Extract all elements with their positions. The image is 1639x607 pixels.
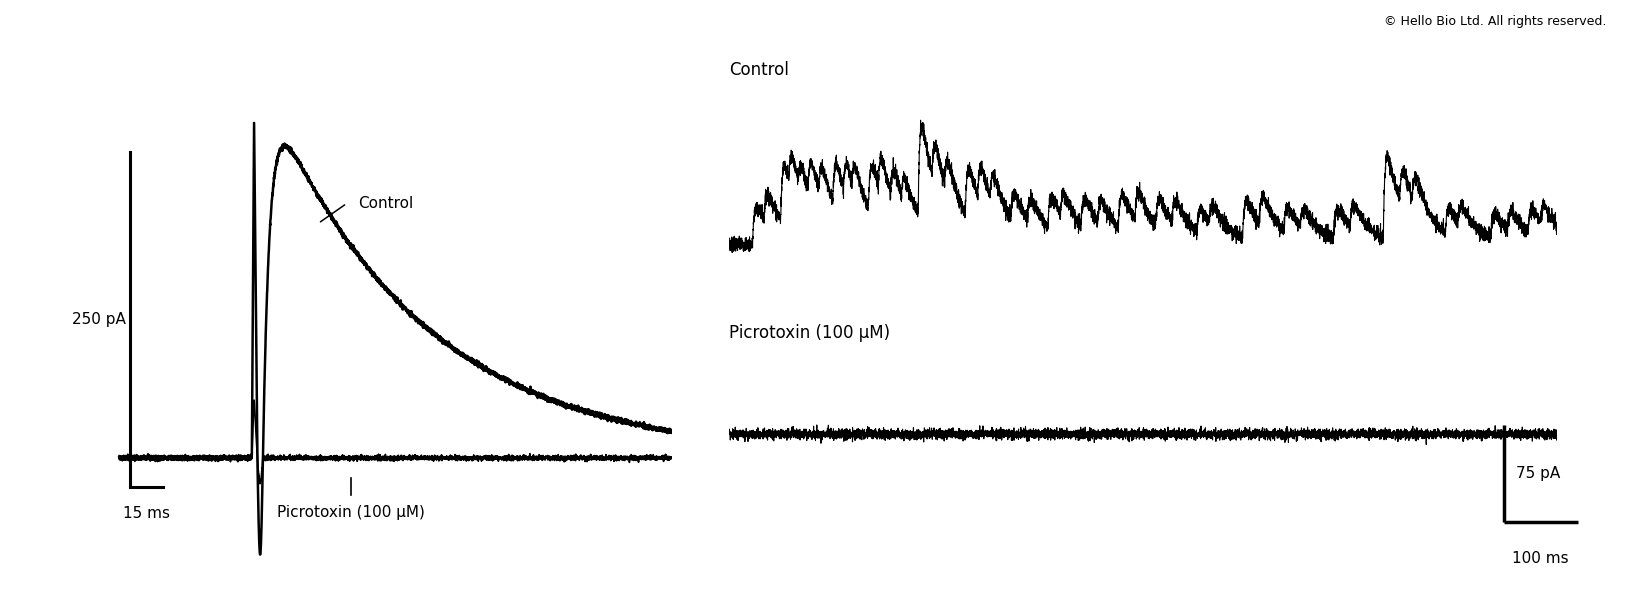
Text: 15 ms: 15 ms <box>123 506 170 521</box>
Text: Control: Control <box>729 61 790 79</box>
Text: © Hello Bio Ltd. All rights reserved.: © Hello Bio Ltd. All rights reserved. <box>1383 15 1606 28</box>
Text: 75 pA: 75 pA <box>1516 466 1560 481</box>
Text: 100 ms: 100 ms <box>1513 551 1569 566</box>
Text: Control: Control <box>357 196 413 211</box>
Text: Picrotoxin (100 μM): Picrotoxin (100 μM) <box>729 324 890 342</box>
Text: 250 pA: 250 pA <box>72 313 126 327</box>
Text: Picrotoxin (100 μM): Picrotoxin (100 μM) <box>277 505 425 520</box>
